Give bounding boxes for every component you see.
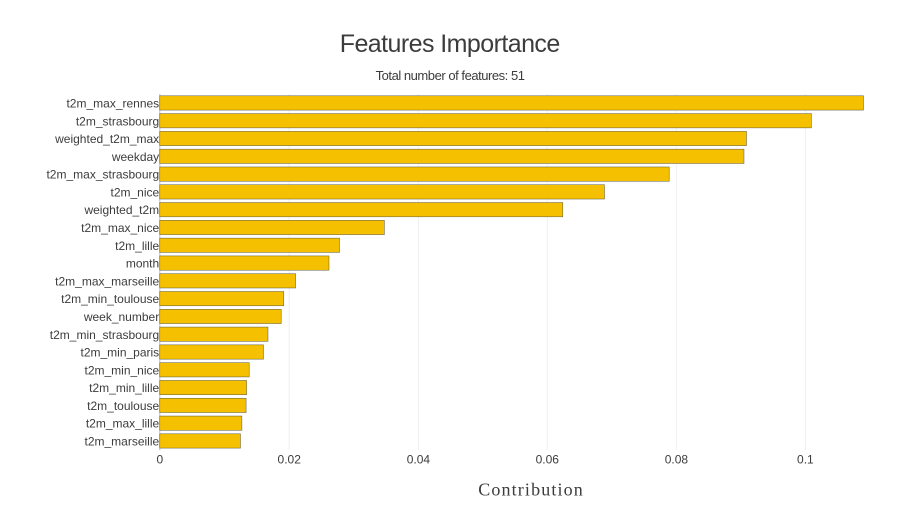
svg-text:t2m_max_lille: t2m_max_lille bbox=[86, 417, 160, 431]
svg-text:weighted_t2m: weighted_t2m bbox=[83, 203, 159, 217]
svg-text:0.08: 0.08 bbox=[665, 453, 689, 467]
svg-text:t2m_min_paris: t2m_min_paris bbox=[80, 346, 159, 360]
svg-text:t2m_min_toulouse: t2m_min_toulouse bbox=[61, 292, 159, 306]
svg-text:t2m_marseille: t2m_marseille bbox=[84, 435, 159, 449]
svg-text:0: 0 bbox=[156, 453, 163, 467]
svg-text:t2m_lille: t2m_lille bbox=[115, 239, 159, 253]
svg-text:0.04: 0.04 bbox=[407, 453, 431, 467]
svg-text:t2m_min_strasbourg: t2m_min_strasbourg bbox=[50, 328, 159, 342]
svg-text:t2m_max_nice: t2m_max_nice bbox=[81, 221, 159, 235]
svg-text:t2m_max_rennes: t2m_max_rennes bbox=[66, 96, 159, 110]
svg-text:t2m_max_marseille: t2m_max_marseille bbox=[55, 274, 159, 288]
svg-text:t2m_max_strasbourg: t2m_max_strasbourg bbox=[46, 168, 159, 182]
svg-text:Contribution: Contribution bbox=[478, 480, 583, 500]
svg-text:t2m_toulouse: t2m_toulouse bbox=[87, 399, 159, 413]
svg-text:week_number: week_number bbox=[83, 310, 159, 324]
svg-text:t2m_nice: t2m_nice bbox=[110, 185, 159, 199]
svg-text:Total number of features: 51: Total number of features: 51 bbox=[376, 68, 525, 83]
svg-text:t2m_strasbourg: t2m_strasbourg bbox=[76, 114, 159, 128]
svg-text:t2m_min_nice: t2m_min_nice bbox=[84, 363, 159, 377]
svg-text:weighted_t2m_max: weighted_t2m_max bbox=[54, 132, 159, 146]
svg-text:month: month bbox=[126, 257, 159, 271]
svg-text:t2m_min_lille: t2m_min_lille bbox=[89, 381, 159, 395]
svg-text:0.06: 0.06 bbox=[536, 453, 560, 467]
svg-text:0.02: 0.02 bbox=[278, 453, 302, 467]
svg-text:0.1: 0.1 bbox=[797, 453, 814, 467]
svg-text:weekday: weekday bbox=[111, 150, 159, 164]
svg-text:Features Importance: Features Importance bbox=[340, 30, 561, 58]
